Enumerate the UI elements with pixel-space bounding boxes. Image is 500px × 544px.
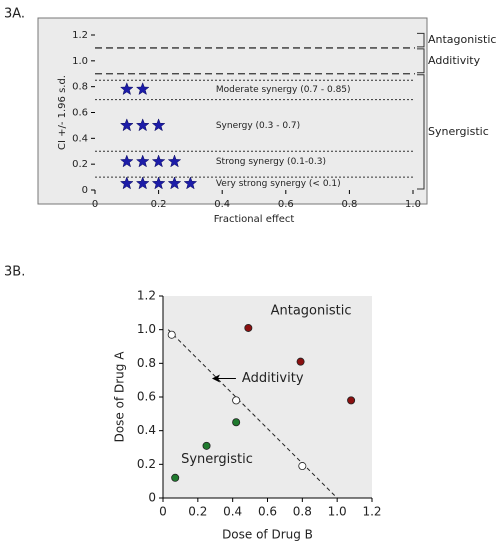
y-tick-label: 1.0: [137, 322, 156, 336]
star-marker: [119, 154, 134, 168]
y-tick-label: 0: [148, 491, 156, 505]
point: [347, 396, 356, 405]
y-tick-label: 0.8: [137, 356, 156, 370]
point: [296, 357, 305, 366]
bracket-label: Antagonistic: [428, 33, 496, 46]
point: [244, 323, 253, 332]
x-tick-label: 0.6: [258, 505, 277, 519]
x-tick-label: 0: [92, 199, 98, 210]
star-marker: [183, 176, 198, 190]
y-tick-label: 1.0: [72, 56, 88, 67]
point: [298, 462, 307, 471]
star-marker: [135, 154, 150, 168]
annotation: Antagonistic: [271, 304, 352, 319]
annotation: Strong synergy (0.1-0.3): [216, 157, 326, 167]
star-marker: [119, 82, 134, 96]
x-tick-label: 0.6: [278, 199, 294, 210]
annotation-arrowhead: [211, 374, 220, 383]
y-axis-label: Dose of Drug A: [113, 351, 127, 443]
y-tick-label: 0: [82, 185, 88, 196]
star-marker: [167, 176, 182, 190]
star-marker: [119, 176, 134, 190]
dashed-line: [167, 329, 338, 499]
star-marker: [119, 118, 134, 132]
panel-label: 3A.: [4, 7, 25, 22]
x-tick-label: 0.2: [188, 505, 207, 519]
x-axis-label: Dose of Drug B: [222, 528, 313, 542]
x-tick-label: 0.8: [293, 505, 312, 519]
x-tick-label: 0.4: [223, 505, 242, 519]
y-tick-label: 1.2: [72, 30, 88, 41]
panel-label: 3B.: [4, 265, 25, 280]
x-tick-label: 1.2: [362, 505, 381, 519]
bracket-label: Additivity: [428, 54, 481, 67]
y-axis-label: CI +/- 1.96 s.d.: [57, 75, 68, 150]
point: [232, 396, 241, 405]
y-tick-label: 0.4: [137, 423, 156, 437]
bracket-label: Synergistic: [428, 125, 489, 138]
x-tick-label: 0.8: [341, 199, 357, 210]
star-marker: [135, 176, 150, 190]
bracket: [417, 74, 425, 190]
bracket: [417, 48, 425, 74]
annotation: Synergy (0.3 - 0.7): [216, 121, 300, 131]
annotation: Moderate synergy (0.7 - 0.85): [216, 85, 351, 95]
y-tick-label: 0.6: [72, 108, 88, 119]
y-tick-label: 0.8: [72, 82, 88, 93]
star-marker: [167, 154, 182, 168]
y-tick-label: 0.2: [137, 457, 156, 471]
point: [232, 418, 241, 427]
star-marker: [151, 154, 166, 168]
annotation: Very strong synergy (< 0.1): [216, 179, 341, 189]
x-tick-label: 0.4: [214, 199, 230, 210]
point: [167, 330, 176, 339]
annotation: Additivity: [242, 371, 304, 386]
x-tick-label: 1.0: [405, 199, 421, 210]
star-marker: [135, 118, 150, 132]
star-marker: [135, 82, 150, 96]
x-axis-label: Fractional effect: [214, 214, 295, 225]
panel-background: [163, 296, 372, 498]
bracket: [417, 32, 425, 48]
x-tick-label: 0.2: [151, 199, 167, 210]
y-tick-label: 0.4: [72, 133, 88, 144]
y-tick-label: 1.2: [137, 289, 156, 303]
panel-background: [37, 17, 428, 205]
y-tick-label: 0.6: [137, 390, 156, 404]
x-tick-label: 1.0: [328, 505, 347, 519]
y-tick-label: 0.2: [72, 159, 88, 170]
annotation: Synergistic: [181, 452, 253, 467]
point: [171, 473, 180, 482]
point: [202, 441, 211, 450]
star-marker: [151, 176, 166, 190]
x-tick-label: 0: [159, 505, 167, 519]
star-marker: [151, 118, 166, 132]
